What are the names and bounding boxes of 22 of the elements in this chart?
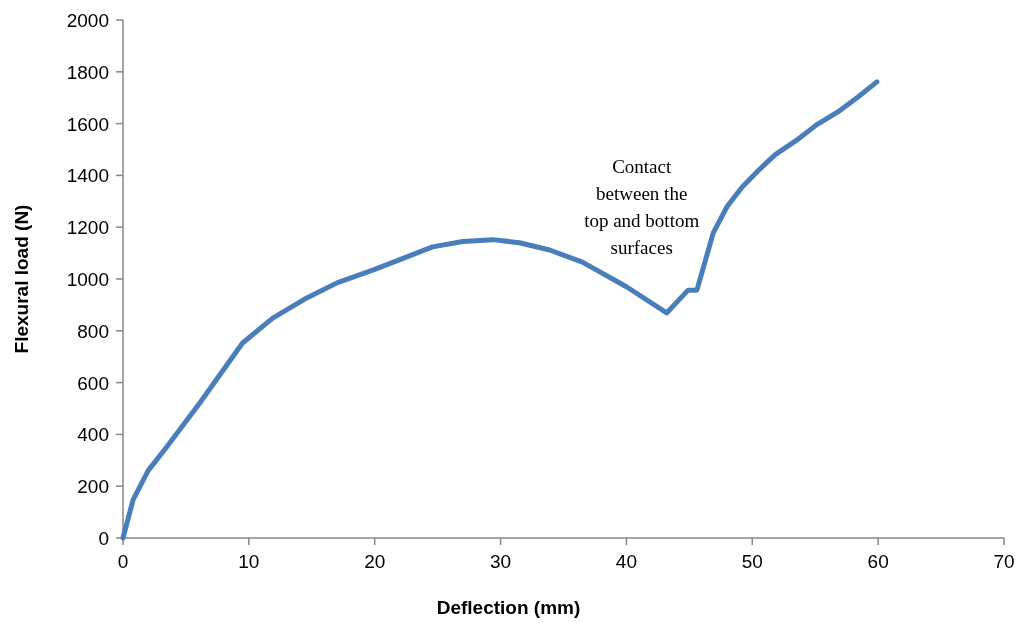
y-tick-label: 400	[77, 424, 109, 446]
y-tick-label: 2000	[66, 10, 109, 31]
x-tick-label: 10	[238, 551, 260, 572]
x-tick-label: 40	[615, 551, 637, 572]
x-tick-label: 30	[490, 551, 512, 572]
x-tick-label: 50	[741, 551, 763, 572]
x-axis-title: Deflection (mm)	[436, 597, 581, 618]
x-tick-label: 0	[117, 551, 129, 572]
y-tick-label: 1200	[66, 217, 109, 239]
y-tick-label: 1800	[66, 61, 109, 83]
y-tick-label: 0	[98, 528, 109, 549]
x-tick-label: 60	[867, 551, 889, 572]
y-tick-label: 200	[77, 476, 109, 498]
y-tick-label: 600	[77, 372, 109, 394]
y-tick-label: 1000	[66, 269, 109, 290]
y-tick-label: 1600	[66, 113, 109, 135]
x-tick-label: 70	[993, 551, 1015, 572]
x-tick-label: 20	[364, 551, 386, 572]
y-tick-label: 800	[77, 320, 109, 342]
y-tick-label: 1400	[66, 165, 109, 187]
y-axis-title: Flexural load (N)	[11, 204, 32, 354]
annotation: Contact between the top and bottom surfaces	[584, 155, 700, 258]
